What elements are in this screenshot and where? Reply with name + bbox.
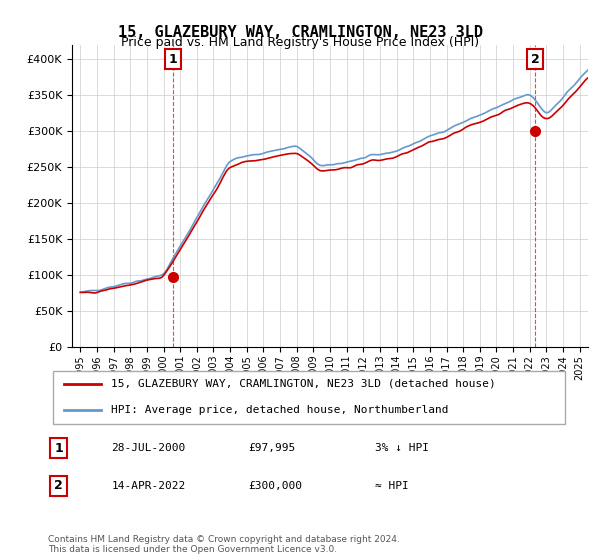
Text: 2: 2 bbox=[531, 53, 539, 66]
Text: 1: 1 bbox=[54, 441, 63, 455]
Text: 15, GLAZEBURY WAY, CRAMLINGTON, NE23 3LD (detached house): 15, GLAZEBURY WAY, CRAMLINGTON, NE23 3LD… bbox=[112, 379, 496, 389]
Text: HPI: Average price, detached house, Northumberland: HPI: Average price, detached house, Nort… bbox=[112, 405, 449, 415]
Text: 2: 2 bbox=[54, 479, 63, 492]
Text: 14-APR-2022: 14-APR-2022 bbox=[112, 481, 185, 491]
Text: ≈ HPI: ≈ HPI bbox=[376, 481, 409, 491]
Text: £300,000: £300,000 bbox=[248, 481, 302, 491]
Text: 3% ↓ HPI: 3% ↓ HPI bbox=[376, 443, 430, 453]
Text: £97,995: £97,995 bbox=[248, 443, 296, 453]
FancyBboxPatch shape bbox=[53, 371, 565, 424]
Text: 28-JUL-2000: 28-JUL-2000 bbox=[112, 443, 185, 453]
Text: Price paid vs. HM Land Registry's House Price Index (HPI): Price paid vs. HM Land Registry's House … bbox=[121, 36, 479, 49]
Text: 1: 1 bbox=[169, 53, 178, 66]
Text: Contains HM Land Registry data © Crown copyright and database right 2024.
This d: Contains HM Land Registry data © Crown c… bbox=[48, 535, 400, 554]
Text: 15, GLAZEBURY WAY, CRAMLINGTON, NE23 3LD: 15, GLAZEBURY WAY, CRAMLINGTON, NE23 3LD bbox=[118, 25, 482, 40]
